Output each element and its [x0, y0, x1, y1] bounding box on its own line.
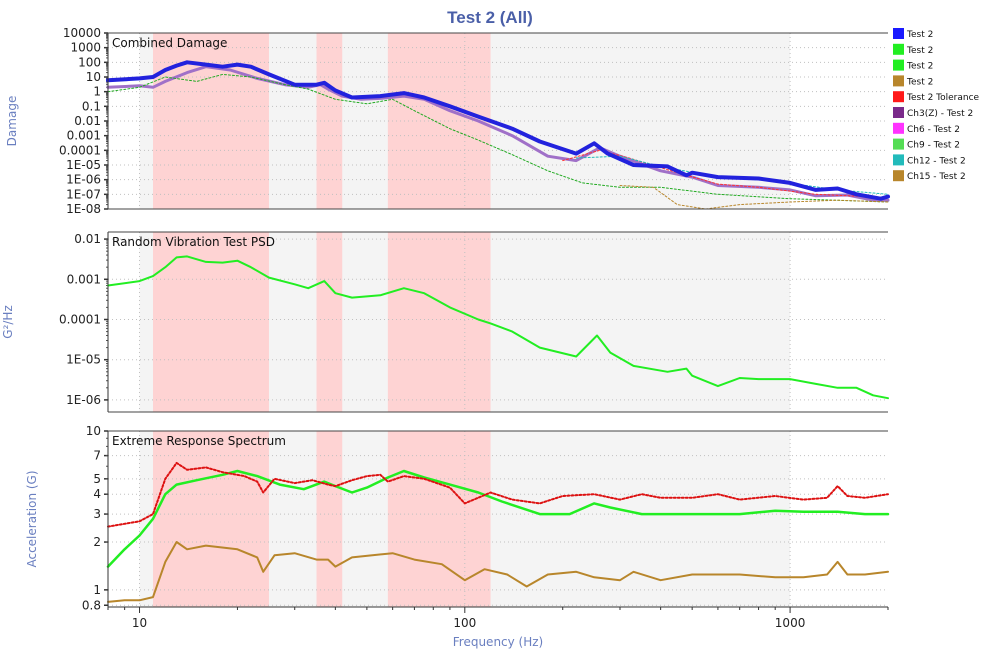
shaded-band [387, 232, 491, 412]
legend-label: Test 2 [906, 30, 933, 40]
x-tick-label: 1000 [775, 616, 806, 630]
series-line [619, 185, 889, 210]
x-tick-label: 100 [453, 616, 476, 630]
shaded-band [316, 431, 343, 607]
panel-3: 0.81 2 3 45 7 10 Extreme Response Spectrum Acce… [25, 424, 890, 612]
legend-label: Test 2 [906, 46, 933, 56]
shaded-band [387, 431, 491, 607]
legend-label: Test 2 Tolerance [906, 93, 980, 103]
y-tick-label: 0.0001 [59, 143, 101, 157]
y-tick-label: 1 [93, 583, 101, 597]
shaded-band [152, 33, 269, 209]
legend-item[interactable]: Test 2 [893, 28, 933, 40]
series-line [107, 255, 889, 400]
y-tick-label: 0.01 [74, 232, 101, 246]
panel-title: Random Vibration Test PSD [112, 235, 275, 249]
y-tick-label: 1E-05 [66, 158, 101, 172]
legend-label: Ch15 - Test 2 [907, 172, 966, 182]
panel-title: Combined Damage [112, 36, 227, 50]
legend-item[interactable]: Ch6 - Test 2 [893, 122, 960, 135]
legend-item[interactable]: Test 2 [893, 75, 933, 87]
y-tick-label: 0.001 [67, 272, 101, 286]
legend-label: Test 2 [906, 77, 933, 87]
x-axis-label: Frequency (Hz) [453, 635, 544, 649]
y-tick-label: 0.0001 [59, 312, 101, 326]
y-tick-label: 1E-07 [66, 187, 101, 201]
x-tick-label: 10 [132, 616, 147, 630]
legend-item[interactable]: Ch15 - Test 2 [893, 170, 966, 182]
x-axis: 10 100 1000 [107, 606, 889, 630]
legend-swatch [893, 91, 904, 103]
y-tick-label: 1E-08 [66, 202, 101, 216]
y-tick-label: 1000 [70, 41, 101, 55]
y-tick-label: 10 [86, 70, 101, 84]
y-axis-label: Acceleration (G) [25, 470, 39, 567]
legend-item[interactable]: Ch3(Z) - Test 2 [893, 107, 973, 119]
series-line [107, 541, 889, 603]
panel-2: 1E-06 1E-05 0.0001 0.001 0.01 Random Vibratio… [1, 231, 889, 413]
y-tick-label: 7 [93, 449, 101, 463]
legend-label: Ch12 - Test 2 [907, 156, 966, 166]
shaded-band [152, 232, 269, 412]
legend-swatch [893, 122, 904, 134]
y-tick-label: 0.01 [74, 114, 101, 128]
y-tick-label: 3 [93, 507, 101, 521]
shaded-band [152, 431, 269, 607]
y-tick-label: 2 [93, 535, 101, 549]
chart-legend[interactable]: Test 2 Test 2 Test 2 Test 2 Test 2 Tolerance… [893, 28, 980, 182]
series-line [106, 60, 890, 201]
y-tick-label: 1E-06 [66, 393, 101, 407]
chart-panels: 1E-081E-071E-061E-050.00010.0010.010.111… [1, 26, 890, 612]
y-tick-label: 0.001 [67, 129, 101, 143]
y-tick-label: 100 [78, 55, 101, 69]
y-tick-label: 1E-05 [66, 353, 101, 367]
panel-title: Extreme Response Spectrum [112, 434, 286, 448]
legend-item[interactable]: Ch12 - Test 2 [893, 154, 966, 166]
legend-label: Test 2 [906, 62, 933, 72]
y-tick-label: 1 [93, 85, 101, 99]
legend-swatch [893, 170, 904, 182]
legend-swatch [893, 138, 904, 150]
y-tick-label: 10 [86, 424, 101, 438]
legend-swatch [893, 59, 904, 71]
legend-label: Ch3(Z) - Test 2 [907, 109, 973, 119]
legend-swatch [893, 154, 904, 166]
series-line [106, 469, 890, 568]
legend-item[interactable]: Ch9 - Test 2 [893, 138, 960, 151]
legend-item[interactable]: Test 2 [893, 59, 933, 72]
chart-title: Test 2 (All) [447, 8, 533, 27]
y-tick-label: 4 [93, 487, 101, 501]
y-tick-label: 0.1 [82, 99, 101, 113]
series-line [107, 73, 889, 203]
y-tick-label: 5 [93, 472, 101, 486]
legend-label: Ch9 - Test 2 [907, 141, 960, 151]
legend-swatch [893, 75, 904, 87]
legend-swatch [893, 43, 904, 55]
y-axis-label: Damage [5, 96, 19, 147]
series-line [107, 461, 889, 528]
legend-item[interactable]: Test 2 Tolerance [893, 91, 980, 103]
legend-swatch [893, 28, 904, 39]
y-tick-label: 1E-06 [66, 173, 101, 187]
legend-item[interactable]: Test 2 [893, 43, 933, 56]
y-axis-label: G²/Hz [1, 305, 15, 338]
shaded-band [316, 232, 343, 412]
y-tick-label: 10000 [63, 26, 101, 40]
legend-swatch [893, 107, 904, 118]
panel-1: 1E-081E-071E-061E-050.00010.0010.010.111… [5, 26, 890, 216]
y-tick-label: 0.8 [82, 598, 101, 612]
legend-label: Ch6 - Test 2 [907, 125, 960, 135]
